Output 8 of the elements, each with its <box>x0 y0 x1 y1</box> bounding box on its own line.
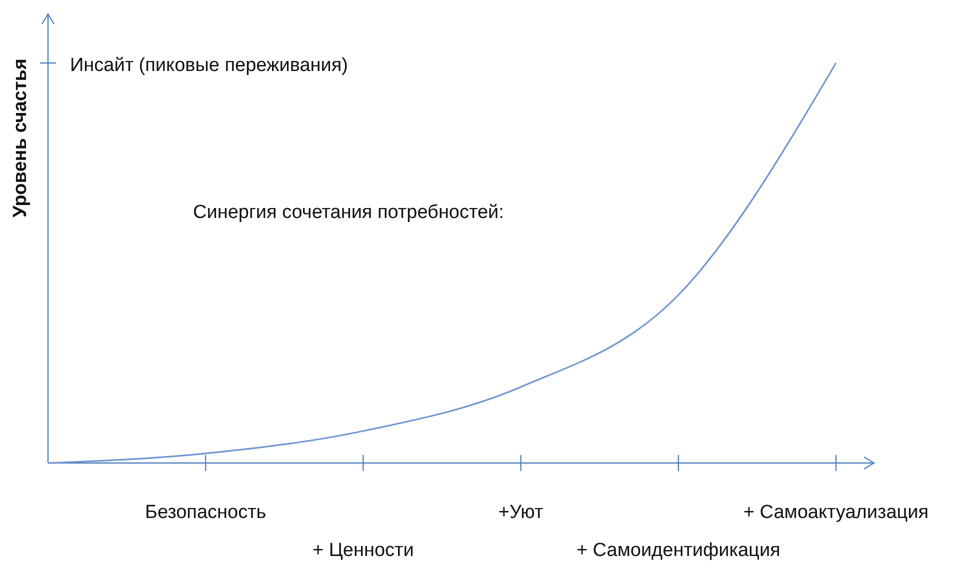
x-tick-label: + Ценности <box>312 540 414 561</box>
y-axis-title: Уровень счастья <box>10 58 31 218</box>
x-tick-label: Безопасность <box>145 502 266 523</box>
x-tick-label: +Уют <box>498 502 544 523</box>
annotation: Синергия сочетания потребностей: <box>193 202 504 223</box>
annotation: Инсайт (пиковые переживания) <box>70 55 348 76</box>
x-tick-label: + Самоактуализация <box>743 502 929 523</box>
x-tick-label: + Самоидентификация <box>576 540 780 561</box>
